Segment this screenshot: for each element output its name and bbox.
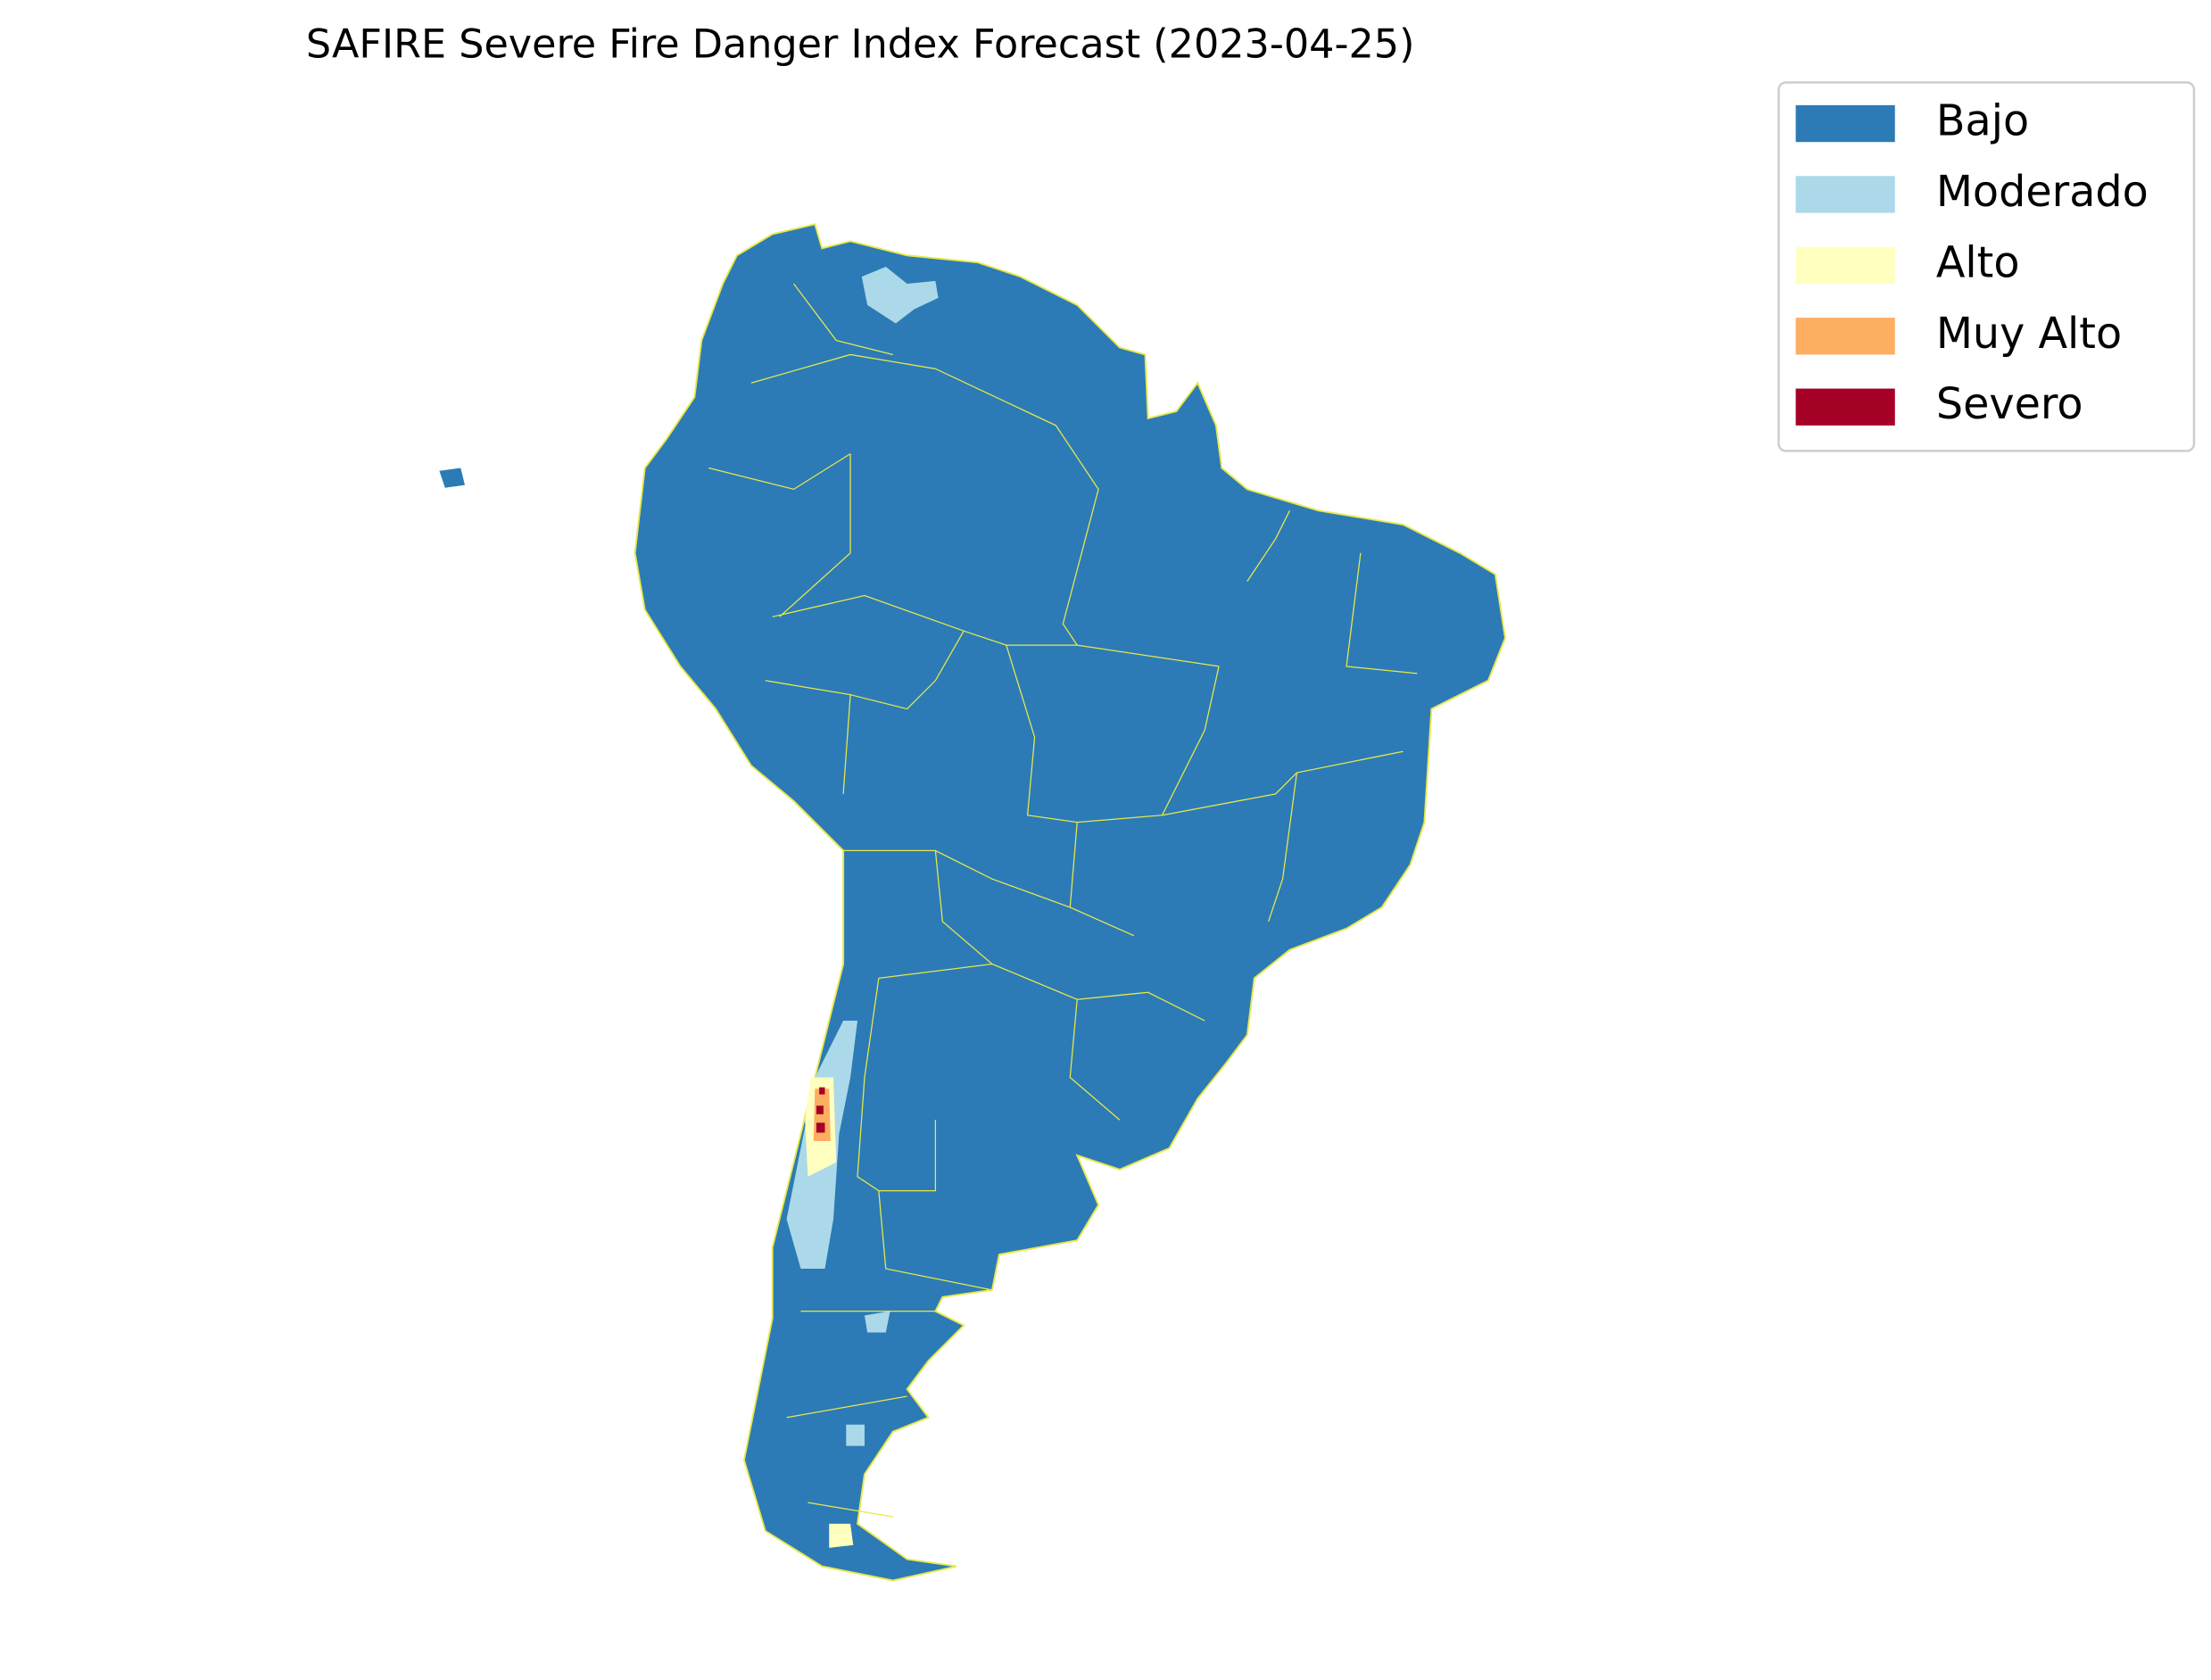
legend-label: Bajo	[1936, 97, 2029, 146]
map-title: SAFIRE Severe Fire Danger Index Forecast…	[306, 22, 1415, 68]
legend-label: Muy Alto	[1936, 310, 2122, 359]
legend-swatch	[1795, 246, 1895, 285]
legend-swatch	[1795, 176, 1895, 213]
legend-label: Moderado	[1936, 168, 2149, 217]
severe-area	[816, 1105, 824, 1114]
legend-label: Severo	[1936, 380, 2083, 429]
legend-swatch	[1795, 318, 1895, 355]
legend: Bajo Moderado Alto Muy Alto Severo	[1777, 81, 2196, 452]
admin-borders	[708, 283, 1418, 1518]
high-area	[829, 1523, 854, 1548]
legend-label: Alto	[1936, 238, 2020, 287]
map	[439, 223, 1506, 1582]
legend-swatch	[1795, 388, 1895, 426]
moderate-area	[864, 1311, 890, 1333]
severe-area	[819, 1087, 825, 1095]
moderate-area	[846, 1424, 865, 1446]
very-high-area	[813, 1088, 831, 1142]
severe-area	[816, 1122, 825, 1133]
legend-items: Bajo Moderado Alto Muy Alto Severo	[1795, 97, 2149, 429]
island	[439, 468, 466, 488]
legend-swatch	[1795, 104, 1895, 143]
moderate-area	[861, 266, 939, 324]
legend-box	[1777, 81, 2196, 452]
